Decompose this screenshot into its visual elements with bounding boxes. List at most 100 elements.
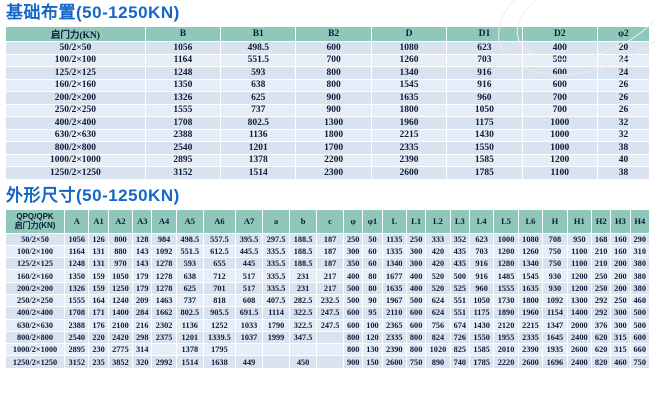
cell: 250 (610, 293, 631, 308)
cell: 335.5 (262, 257, 291, 271)
cell: 960 (446, 91, 523, 105)
cell: 691.5 (235, 306, 264, 320)
cell: 1278 (151, 269, 177, 283)
table-row: 630/2×630 2388 176 2100 216 2302 1136 1252 1033 1… (4, 318, 651, 332)
cell: 1050 (446, 103, 523, 117)
cell: 1340 (381, 257, 408, 271)
cell: 188.5 (289, 244, 318, 259)
cell: 1378 (175, 343, 204, 357)
row-label: 125/2×125 (5, 66, 146, 80)
cell: 674 (449, 318, 470, 332)
cell: 737 (175, 293, 204, 308)
cell: 2390 (517, 343, 544, 357)
cell: 1955 (493, 330, 519, 345)
cell: 517 (235, 281, 264, 295)
cell: 1890 (493, 306, 519, 320)
cell: 1545 (370, 78, 448, 92)
cell: 623 (468, 232, 495, 246)
col-header: H3 (610, 208, 631, 234)
table-row: 800/2×800 2540 1201 1700 2335 1550 1000 38 (5, 141, 651, 155)
cell: 1200 (566, 269, 593, 283)
col-header: 启门力(KN) (5, 26, 146, 42)
cell: 1175 (446, 116, 523, 130)
table-row: 50/2×50 1056 126 800 128 984 498.5 557.5 395.5 29… (4, 232, 651, 246)
col-header: H (542, 208, 568, 234)
cell: 38 (596, 141, 651, 155)
cell: 557.5 (202, 232, 237, 246)
cell: 130 (362, 343, 383, 357)
cell: 1999 (262, 330, 291, 345)
cell: 1463 (151, 293, 177, 308)
col-header: L3 (449, 208, 470, 234)
cell: 517 (235, 269, 264, 283)
cell: 3152 (144, 166, 222, 180)
cell: 1555 (144, 103, 222, 117)
row-label: 800/2×800 (4, 330, 66, 345)
cell: 1700 (295, 141, 372, 155)
cell: 231 (289, 281, 318, 295)
cell: 232.5 (316, 293, 345, 308)
cell: 2600 (517, 355, 544, 369)
cell: 2220 (493, 355, 519, 369)
outline-dimensions-table: QPQ/QPK 启门力(KN) A A1 A2 A3 A4 A5 A6 A7 a b c φ φ1 L L1… (4, 208, 651, 369)
cell: 905.5 (202, 306, 237, 320)
cell: 150 (362, 355, 383, 369)
cell: 737 (220, 103, 297, 117)
cell: 750 (629, 355, 651, 369)
cell: 712 (202, 269, 237, 283)
row-label: 200/2×200 (4, 281, 66, 295)
cell: 623 (446, 41, 523, 55)
col-header: c (316, 208, 345, 234)
cell: 60 (362, 244, 383, 259)
cell: 593 (175, 257, 204, 271)
cell: 1135 (381, 232, 408, 246)
cell: 187 (316, 244, 345, 259)
cell: 292 (591, 306, 612, 320)
cell: 701 (202, 281, 237, 295)
cell: 655 (202, 257, 237, 271)
cell: 2200 (295, 153, 372, 167)
cell: 179 (132, 281, 153, 295)
cell: 600 (343, 318, 364, 332)
cell: 1260 (370, 53, 448, 67)
cell: 290 (629, 232, 651, 246)
cell: 1050 (468, 293, 495, 308)
cell: 1708 (144, 116, 222, 130)
cell: 176 (88, 318, 109, 332)
cell: 350 (343, 257, 364, 271)
cell: 380 (629, 269, 651, 283)
cell: 310 (629, 244, 651, 259)
cell: 1300 (295, 116, 372, 130)
cell: 200 (610, 269, 631, 283)
cell: 800 (405, 343, 427, 357)
cell: 300 (610, 306, 631, 320)
cell: 188.5 (289, 257, 318, 271)
cell: 160 (610, 232, 631, 246)
cell: 300 (610, 318, 631, 332)
cell: 315 (610, 330, 631, 345)
cell: 445.5 (235, 244, 264, 259)
cell: 1545 (517, 269, 544, 283)
cell: 1000 (521, 116, 598, 130)
cell: 300 (405, 257, 427, 271)
cell: 292 (591, 293, 612, 308)
cell: 445 (235, 257, 264, 271)
cell: 551.5 (175, 244, 204, 259)
cell: 2100 (107, 318, 134, 332)
cell: 1300 (566, 293, 593, 308)
cell: 2540 (144, 141, 222, 155)
cell: 1340 (517, 257, 544, 271)
col-header: A3 (132, 208, 153, 234)
cell: 159 (88, 281, 109, 295)
cell: 500 (343, 281, 364, 295)
col-header: A7 (235, 208, 264, 234)
col-header: L6 (517, 208, 544, 234)
cell: 120 (362, 330, 383, 345)
cell: 298 (132, 330, 153, 345)
table-row: 100/2×100 1164 551.5 700 1260 703 500 24 (5, 53, 651, 67)
cell: 1050 (107, 269, 134, 283)
cell: 1638 (202, 355, 237, 369)
cell: 1201 (220, 141, 297, 155)
cell: 800 (405, 330, 427, 345)
cell: 335.5 (262, 281, 291, 295)
